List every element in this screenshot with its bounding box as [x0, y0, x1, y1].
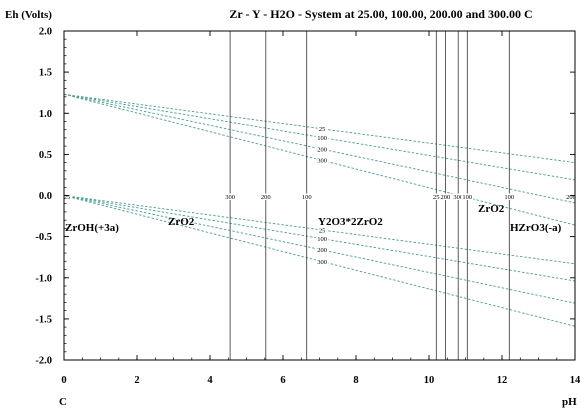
y-tick-label: 1.0 — [39, 109, 52, 120]
water-line-label-bg — [315, 235, 329, 243]
axes: 2.0 1.5 1.0 0.5 0.0 -0.5 -1.0 -1.5 -2.0 0 2 4 6 8 10 12… — [35, 27, 581, 386]
boundary-label-bg — [452, 193, 465, 200]
water-line-label: 200 — [317, 247, 327, 254]
y-tick-label: 0.5 — [39, 150, 52, 161]
y-tick-label: -1.5 — [35, 315, 52, 326]
x-tick-label: 14 — [570, 375, 581, 386]
boundary-label: 100 — [504, 194, 514, 201]
boundary-label: 25 — [433, 194, 440, 201]
y-axis-title: Eh (Volts) — [5, 9, 52, 21]
water-line-label-bg — [315, 258, 329, 265]
boundary-label-bg — [461, 193, 474, 200]
region-label: Y2O3*2ZrO2 — [318, 216, 383, 228]
boundary-label: 100 — [462, 194, 472, 201]
y-tick-label: -2.0 — [35, 356, 52, 367]
x-tick-label: 2 — [134, 375, 139, 386]
water-line-label-bg — [317, 226, 327, 234]
boundary-label: 200 — [441, 194, 451, 201]
water-line-label: 100 — [317, 135, 327, 142]
water-line-label: 300 — [317, 158, 327, 165]
region-label: ZrO2 — [478, 203, 505, 215]
x-tick-label: 0 — [61, 375, 66, 386]
y-tick-label: 1.5 — [39, 68, 52, 79]
boundary-label-bg — [432, 193, 441, 200]
water-line-label: 200 — [317, 147, 327, 154]
boundary-label-bg — [259, 193, 272, 200]
y-tick-label: 0.0 — [39, 191, 52, 202]
water-line-label-bg — [315, 156, 329, 164]
boundary-label: 25 — [64, 194, 71, 201]
boundary-label-bg — [439, 193, 452, 200]
y-tick-label: -0.5 — [35, 232, 52, 243]
boundary-label: 300 — [453, 194, 463, 201]
y-tick-label: -1.0 — [35, 273, 52, 284]
water-line-lower-200 — [63, 195, 576, 304]
region-label: ZrO2 — [168, 216, 195, 228]
x-tick-label: 12 — [497, 375, 508, 386]
boundary-label-bg — [300, 193, 313, 200]
x-tick-label: 10 — [424, 375, 435, 386]
water-line-label: 100 — [317, 236, 327, 243]
x-axis-title: pH — [562, 396, 577, 408]
region-labels: ZrOH(+3a) ZrO2 Y2O3*2ZrO2 ZrO2 HZrO3(-a) — [65, 203, 562, 234]
y-tick-label: 2.0 — [39, 27, 52, 38]
boundary-label-bg — [62, 193, 72, 200]
water-line-label: 25 — [319, 227, 326, 234]
boundary-label: 200 — [261, 194, 271, 201]
boundary-label: 100 — [302, 194, 312, 201]
water-line-label-bg — [317, 125, 327, 133]
water-line-label-bg — [315, 246, 329, 254]
boundary-label: 300 — [225, 194, 235, 201]
boundary-label-bg — [565, 193, 577, 200]
water-line-label-bg — [315, 145, 329, 153]
x-tick-label: 8 — [353, 375, 358, 386]
water-line-label-bg — [315, 134, 329, 141]
boundary-label: 200 — [566, 194, 576, 201]
chart-title: Zr - Y - H2O - System at 25.00, 100.00, … — [229, 7, 532, 21]
water-line-upper-200 — [63, 93, 576, 204]
corner-label: C — [59, 396, 67, 408]
x-tick-label: 6 — [280, 375, 285, 386]
region-label: ZrOH(+3a) — [65, 222, 119, 234]
boundary-label-bg — [224, 193, 236, 200]
x-tick-label: 4 — [207, 375, 213, 386]
water-line-label: 25 — [319, 126, 326, 133]
boundary-label-bg — [503, 193, 516, 200]
region-label: HZrO3(-a) — [510, 222, 562, 234]
water-line-label: 300 — [317, 259, 327, 266]
